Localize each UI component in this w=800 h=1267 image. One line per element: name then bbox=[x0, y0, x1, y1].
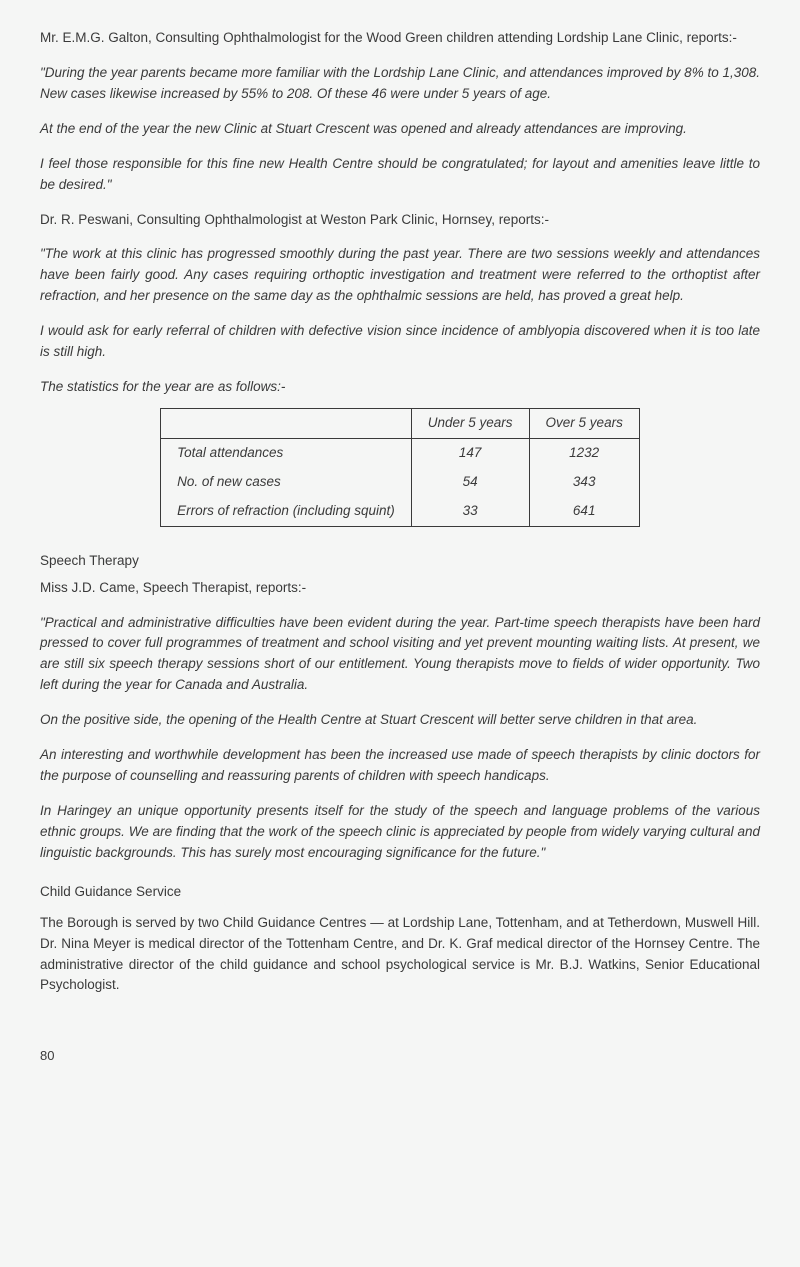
speech-p4: In Haringey an unique opportunity presen… bbox=[40, 801, 760, 864]
paragraph-intro-galton: Mr. E.M.G. Galton, Consulting Ophthalmol… bbox=[40, 28, 760, 49]
table-cell: 33 bbox=[411, 497, 529, 526]
table-cell: 1232 bbox=[529, 438, 639, 467]
paragraph-intro-peswani: Dr. R. Peswani, Consulting Ophthalmologi… bbox=[40, 210, 760, 231]
table-header-blank bbox=[161, 408, 412, 438]
table-row-label: Errors of refraction (including squint) bbox=[161, 497, 412, 526]
table-row-label: No. of new cases bbox=[161, 468, 412, 497]
table-row: Total attendances 147 1232 bbox=[161, 438, 640, 467]
speech-p2: On the positive side, the opening of the… bbox=[40, 710, 760, 731]
table-row: Errors of refraction (including squint) … bbox=[161, 497, 640, 526]
page-number: 80 bbox=[40, 1046, 760, 1066]
speech-intro: Miss J.D. Came, Speech Therapist, report… bbox=[40, 578, 760, 599]
speech-therapy-heading: Speech Therapy bbox=[40, 551, 760, 572]
child-guidance-p1: The Borough is served by two Child Guida… bbox=[40, 913, 760, 997]
stats-intro: The statistics for the year are as follo… bbox=[40, 377, 760, 398]
table-cell: 54 bbox=[411, 468, 529, 497]
table-header-over5: Over 5 years bbox=[529, 408, 639, 438]
quote2-p1: "The work at this clinic has progressed … bbox=[40, 244, 760, 307]
table-cell: 343 bbox=[529, 468, 639, 497]
stats-table: Under 5 years Over 5 years Total attenda… bbox=[160, 408, 640, 527]
table-cell: 147 bbox=[411, 438, 529, 467]
child-guidance-heading: Child Guidance Service bbox=[40, 882, 760, 903]
table-row-label: Total attendances bbox=[161, 438, 412, 467]
quote1-p3: I feel those responsible for this fine n… bbox=[40, 154, 760, 196]
table-header-under5: Under 5 years bbox=[411, 408, 529, 438]
table-cell: 641 bbox=[529, 497, 639, 526]
quote1-p1: "During the year parents became more fam… bbox=[40, 63, 760, 105]
table-row: No. of new cases 54 343 bbox=[161, 468, 640, 497]
table-header-row: Under 5 years Over 5 years bbox=[161, 408, 640, 438]
quote1-p2: At the end of the year the new Clinic at… bbox=[40, 119, 760, 140]
quote2-p2: I would ask for early referral of childr… bbox=[40, 321, 760, 363]
speech-p1: "Practical and administrative difficulti… bbox=[40, 613, 760, 697]
speech-p3: An interesting and worthwhile developmen… bbox=[40, 745, 760, 787]
